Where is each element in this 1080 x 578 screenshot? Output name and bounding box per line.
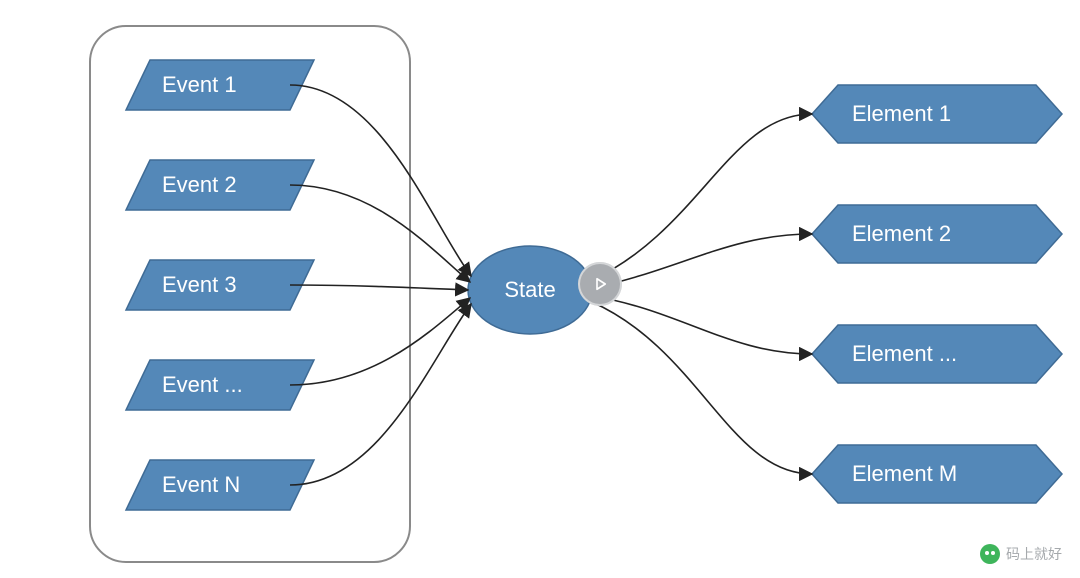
diagram-canvas: Event 1 Event 2 Event 3 Event ... Event N Sta…	[0, 0, 1080, 578]
edge-in-1	[290, 185, 470, 282]
edge-in-3	[290, 298, 470, 385]
state-label: State	[504, 277, 555, 302]
edge-in-4	[290, 304, 471, 485]
element-label-2: Element ...	[852, 341, 957, 366]
wechat-icon	[980, 544, 1000, 564]
edge-in-0	[290, 85, 471, 276]
element-label-0: Element 1	[852, 101, 951, 126]
edge-out-3	[592, 302, 812, 474]
event-label-1: Event 2	[162, 172, 237, 197]
play-button-icon[interactable]	[578, 262, 622, 306]
event-label-0: Event 1	[162, 72, 237, 97]
watermark-text: 码上就好	[1006, 544, 1062, 564]
element-label-3: Element M	[852, 461, 957, 486]
watermark: 码上就好	[980, 544, 1062, 564]
edge-out-2	[592, 296, 812, 354]
event-label-4: Event N	[162, 472, 240, 497]
element-label-1: Element 2	[852, 221, 951, 246]
event-label-2: Event 3	[162, 272, 237, 297]
event-label-3: Event ...	[162, 372, 243, 397]
edge-in-2	[290, 285, 468, 290]
